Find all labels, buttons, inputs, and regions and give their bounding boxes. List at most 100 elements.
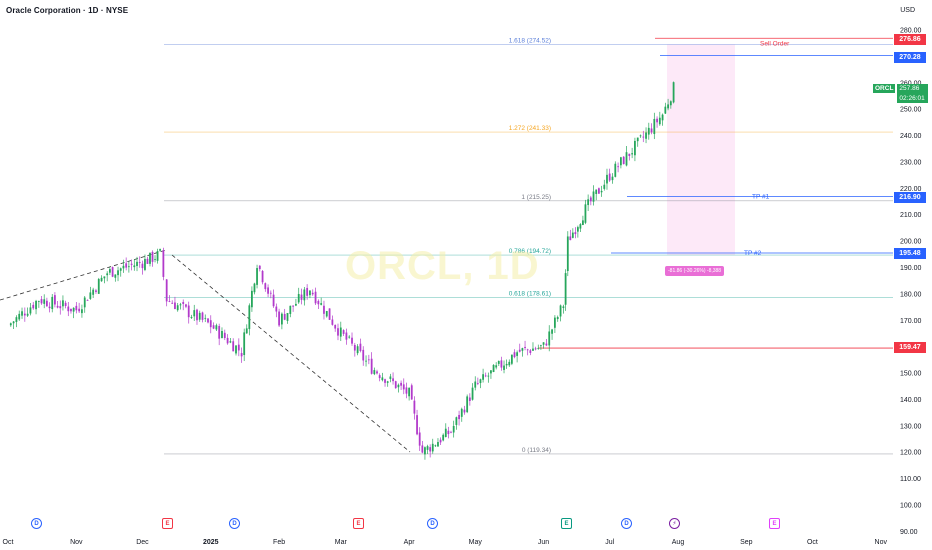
candle-body xyxy=(410,385,413,400)
time-tick-label: Jun xyxy=(538,539,549,546)
candle-body xyxy=(667,104,669,109)
candle-body xyxy=(156,251,159,261)
sell-order-label: Sell Order xyxy=(760,40,790,47)
earnings-marker[interactable]: E xyxy=(353,518,364,529)
measure-label: -81.86 (-30.26%) -8,388 xyxy=(665,266,725,276)
candle-body xyxy=(634,140,636,156)
time-tick-label: May xyxy=(469,539,483,546)
candle-body xyxy=(149,252,151,264)
candle-body xyxy=(179,304,182,306)
price-tick-label: 260.00 xyxy=(900,80,922,87)
candle-body xyxy=(218,326,221,339)
candle-body xyxy=(378,375,381,379)
candle-body xyxy=(625,152,628,166)
candle-body xyxy=(278,311,280,326)
dividend-marker[interactable]: D xyxy=(229,518,240,529)
time-tick-label: 2025 xyxy=(203,539,219,546)
candle-body xyxy=(553,317,556,328)
fib-level-label: 1.272 (241.33) xyxy=(509,125,551,132)
candle-body xyxy=(508,361,511,366)
time-tick-label: Apr xyxy=(404,539,416,546)
candle-body xyxy=(476,383,479,385)
candle-body xyxy=(587,199,590,206)
fib-level-label: 0.618 (178.61) xyxy=(509,291,551,298)
trendline-down xyxy=(171,254,411,453)
time-tick-label: Oct xyxy=(807,539,818,546)
candle-body xyxy=(495,365,498,368)
candle-body xyxy=(424,447,426,455)
dividend-marker[interactable]: D xyxy=(427,518,438,529)
candle-body xyxy=(639,135,642,137)
candle-body xyxy=(81,309,83,314)
candle-body xyxy=(628,153,631,156)
candle-body xyxy=(434,445,437,447)
earnings-marker[interactable]: E xyxy=(162,518,173,529)
candle-body xyxy=(127,266,130,268)
dividend-marker[interactable]: D xyxy=(31,518,42,529)
candle-body xyxy=(484,375,487,377)
candle-body xyxy=(534,348,537,350)
candle-body xyxy=(56,305,59,308)
candle-body xyxy=(138,262,141,263)
time-tick-label: Dec xyxy=(136,539,149,546)
candle-body xyxy=(245,328,248,334)
candle-body xyxy=(348,336,351,338)
candle-body xyxy=(418,432,421,446)
candle-body xyxy=(658,117,661,125)
candle-body xyxy=(584,204,587,223)
price-tick-label: 220.00 xyxy=(900,186,922,193)
candle-body xyxy=(413,400,416,414)
candle-body xyxy=(78,308,81,312)
candle-body xyxy=(455,417,458,425)
candle-body xyxy=(384,379,386,383)
candle-body xyxy=(151,251,154,262)
candle-body xyxy=(111,267,114,277)
price-tick-label: 120.00 xyxy=(900,450,922,457)
candle-body xyxy=(400,382,402,386)
earnings-marker[interactable]: E xyxy=(769,518,780,529)
candle-body xyxy=(182,301,185,304)
candle-body xyxy=(518,349,521,352)
dividend-marker[interactable]: D xyxy=(621,518,632,529)
candle-body xyxy=(526,349,529,351)
bar-countdown: 02:26:01 xyxy=(899,94,925,102)
earnings-marker[interactable]: E xyxy=(561,518,572,529)
candle-body xyxy=(253,283,256,293)
candle-body xyxy=(431,443,434,452)
candle-body xyxy=(122,265,125,269)
stop-price-label: 159.47 xyxy=(894,342,926,353)
candle-body xyxy=(617,166,619,168)
price-tick-label: 280.00 xyxy=(900,27,922,34)
candle-body xyxy=(323,305,325,314)
candle-body xyxy=(256,268,258,285)
candle-body xyxy=(86,299,89,301)
candle-body xyxy=(389,376,392,379)
currency-label[interactable]: USD xyxy=(900,7,915,14)
candle-body xyxy=(64,302,67,306)
candle-body xyxy=(334,324,337,329)
candle-body xyxy=(201,312,204,320)
candle-body xyxy=(67,306,70,312)
candle-body xyxy=(171,302,174,304)
candle-body xyxy=(159,249,161,251)
candle-body xyxy=(275,306,278,312)
candle-body xyxy=(59,306,62,309)
candle-body xyxy=(551,329,553,334)
lightning-icon[interactable]: ⚡ xyxy=(669,518,680,529)
candle-body xyxy=(26,313,29,316)
candle-body xyxy=(297,293,300,303)
candle-body xyxy=(619,157,622,166)
candle-body xyxy=(141,263,144,269)
candle-body xyxy=(144,258,146,270)
price-tick-label: 150.00 xyxy=(900,371,922,378)
candle-body xyxy=(562,306,565,308)
price-tick-label: 90.00 xyxy=(900,529,918,536)
candle-body xyxy=(235,345,237,354)
candle-body xyxy=(367,359,370,361)
candle-body xyxy=(394,381,397,389)
candle-body xyxy=(168,301,171,302)
candle-body xyxy=(117,270,119,276)
candle-body xyxy=(442,434,445,441)
